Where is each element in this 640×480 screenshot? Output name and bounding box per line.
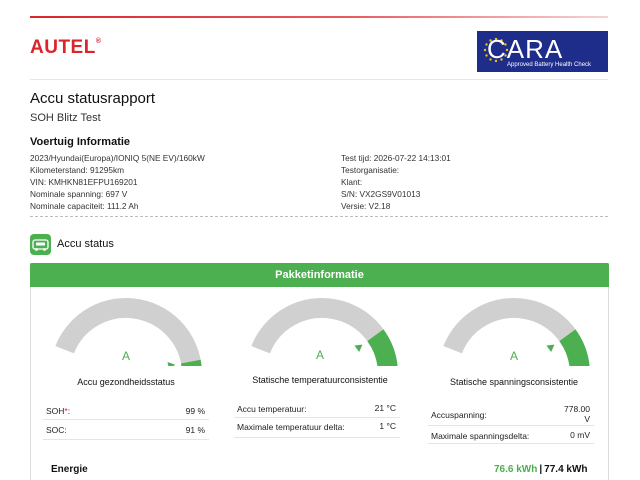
section-divider: [30, 216, 608, 217]
health-grade: A: [122, 349, 131, 363]
vehicle-vin: VIN: KMHKN81EFPU169201: [30, 177, 138, 187]
vehicle-model: 2023/Hyundai(Europa)/IONIQ 5(NE EV)/160k…: [30, 153, 205, 163]
temperature-gauge-pointer: [354, 344, 363, 352]
voltage-table: Accuspanning: 778.00 V Maximale spannings…: [428, 400, 594, 444]
soc-label: SOC:: [46, 425, 67, 435]
test-time: Test tijd: 2026-07-22 14:13:01: [341, 153, 451, 163]
energy-value: 76.6 kWh | 77.4 kWh: [494, 464, 588, 475]
soh-row: SOH*: 99 %: [43, 400, 209, 420]
temperature-gauge-track: [251, 298, 398, 366]
voltage-grade: A: [510, 349, 519, 363]
temperature-label: Accu temperatuur:: [237, 404, 307, 414]
temperature-grade: A: [316, 348, 325, 362]
cara-title: CARA: [487, 34, 564, 64]
header-accent-line: [30, 16, 608, 18]
software-version: Versie: V2.18: [341, 201, 391, 211]
temperature-delta-value: 1 °C: [379, 421, 396, 431]
soc-value: 91 %: [185, 425, 205, 435]
pack-info-panel: [30, 263, 609, 480]
eu-stars-icon: [483, 37, 509, 63]
health-gauge-pointer: [167, 362, 176, 366]
voltage-gauge-fill: [559, 329, 590, 366]
temperature-value: 21 °C: [374, 403, 396, 413]
cara-subtitle: Approved Battery Health Check: [507, 62, 592, 68]
test-organization: Testorganisatie:: [341, 165, 400, 175]
vehicle-info-left: 2023/Hyundai(Europa)/IONIQ 5(NE EV)/160k…: [30, 152, 205, 212]
temperature-gauge-label: Statische temperatuurconsistentie: [252, 375, 388, 385]
health-gauge-fill: [180, 359, 202, 366]
vehicle-info-right: Test tijd: 2026-07-22 14:13:01 Testorgan…: [341, 152, 451, 212]
voltage-delta-row: Maximale spanningsdelta: 0 mV: [428, 426, 594, 444]
energy-total: 77.4 kWh: [544, 464, 588, 475]
voltage-delta-value: 0 mV: [570, 430, 590, 440]
report-subtitle: SOH Blitz Test: [30, 112, 101, 124]
voltage-row: Accuspanning: 778.00 V: [428, 400, 594, 426]
soh-value: 99 %: [185, 406, 205, 416]
serial-number: S/N: VX2GS9V01013: [341, 189, 421, 199]
soh-label: SOH*:: [46, 406, 71, 416]
voltage-gauge: [443, 298, 590, 366]
voltage-label: Accuspanning:: [431, 410, 487, 420]
battery-car-icon: [30, 234, 51, 255]
customer: Klant:: [341, 177, 363, 187]
temperature-table: Accu temperatuur: 21 °C Maximale tempera…: [234, 399, 400, 439]
autel-logo: AUTEL®: [30, 37, 102, 58]
energy-label: Energie: [51, 464, 88, 475]
temperature-gauge: [251, 298, 398, 366]
voltage-gauge-label: Statische spanningsconsistentie: [449, 377, 579, 387]
temperature-delta-row: Maximale temperatuur delta: 1 °C: [234, 418, 400, 438]
temperature-gauge-fill: [367, 329, 398, 366]
vehicle-nominal-voltage: Nominale spanning: 697 V: [30, 189, 128, 199]
temperature-delta-label: Maximale temperatuur delta:: [237, 422, 345, 432]
energy-remaining: 76.6 kWh: [494, 464, 538, 475]
header-divider: [30, 79, 608, 80]
health-gauge: [55, 298, 202, 366]
battery-status-heading: Accu status: [57, 238, 114, 250]
soc-row: SOC: 91 %: [43, 420, 209, 440]
voltage-gauge-pointer: [546, 344, 555, 352]
temperature-row: Accu temperatuur: 21 °C: [234, 399, 400, 418]
voltage-value: 778.00 V: [564, 404, 590, 424]
vehicle-mileage: Kilometerstand: 91295km: [30, 165, 125, 175]
health-gauge-label: Accu gezondheidsstatus: [77, 377, 175, 387]
report-title: Accu statusrapport: [30, 90, 156, 107]
cara-logo: CARA Approved Battery Health Check: [477, 31, 608, 72]
health-table: SOH*: 99 % SOC: 91 %: [43, 400, 209, 440]
pack-info-title: Pakketinformatie: [30, 263, 609, 287]
voltage-delta-label: Maximale spanningsdelta:: [431, 431, 530, 441]
vehicle-nominal-capacity: Nominale capaciteit: 111.2 Ah: [30, 201, 139, 211]
health-gauge-track: [55, 298, 202, 366]
vehicle-info-heading: Voertuig Informatie: [30, 136, 131, 148]
